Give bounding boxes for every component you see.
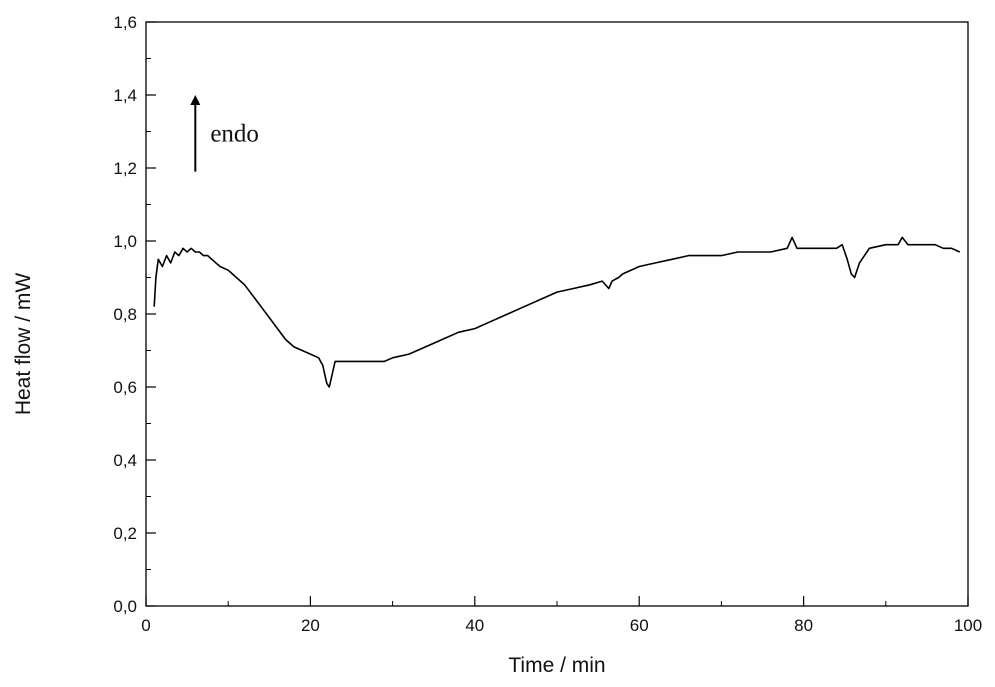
x-tick-label: 100: [954, 616, 982, 635]
x-tick-label: 40: [465, 616, 484, 635]
series-line: [153, 236, 961, 388]
y-tick-label: 1,4: [113, 86, 137, 105]
y-tick-label: 1,2: [113, 159, 137, 178]
y-tick-label: 0,6: [113, 378, 137, 397]
endo-arrow-head: [190, 95, 201, 105]
x-axis-ticks: 0 20 40 60 80 100: [141, 596, 982, 635]
y-tick-label: 0,0: [113, 597, 137, 616]
y-tick-label: 0,8: [113, 305, 137, 324]
y-tick-label: 0,4: [113, 451, 137, 470]
series-group: [153, 236, 961, 388]
y-tick-label: 1,0: [113, 232, 137, 251]
x-axis-title: Time / min: [508, 654, 605, 677]
y-axis-title: Heat flow / mW: [12, 273, 35, 416]
x-tick-label: 20: [301, 616, 320, 635]
x-tick-label: 60: [630, 616, 649, 635]
y-tick-label: 1,6: [113, 13, 137, 32]
y-tick-label: 0,2: [113, 524, 137, 543]
annotations: endo: [190, 95, 259, 172]
endo-label: endo: [210, 120, 259, 147]
plot-frame: [145, 21, 969, 607]
y-axis-ticks: 0,0 0,2 0,4 0,6 0,8 1,0 1,2 1,4 1,6: [113, 13, 156, 616]
x-tick-label: 80: [794, 616, 813, 635]
x-tick-label: 0: [141, 616, 150, 635]
